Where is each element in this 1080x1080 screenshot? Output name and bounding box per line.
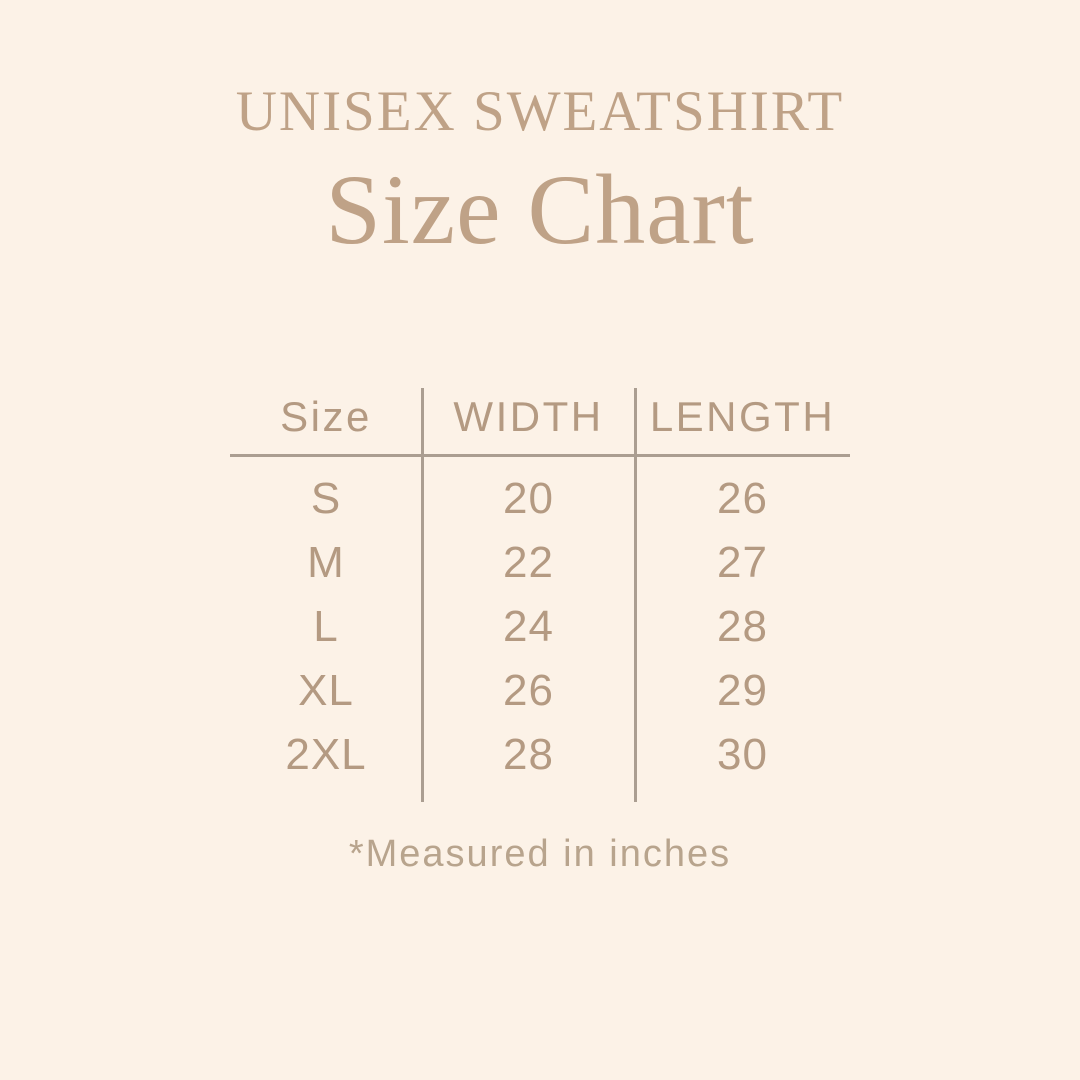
size-table: Size WIDTH LENGTH S 20 26 M 22 27 L 24 2… <box>230 388 850 802</box>
table-row: L 24 28 <box>230 595 850 659</box>
header-cell-width: WIDTH <box>453 393 604 440</box>
size-chart-page: UNISEX SWEATSHIRT Size Chart Size WIDTH … <box>0 82 1080 874</box>
table-row: XL 26 29 <box>230 659 850 723</box>
size-label: S <box>310 474 342 523</box>
length-value: 29 <box>717 666 768 715</box>
product-title: UNISEX SWEATSHIRT <box>235 80 845 143</box>
size-label: M <box>307 538 345 587</box>
width-value: 28 <box>503 730 554 779</box>
page-title: Size Chart <box>325 154 755 265</box>
length-value: 30 <box>717 730 768 779</box>
width-value: 22 <box>503 538 554 587</box>
size-label: L <box>313 602 339 651</box>
measurement-note: *Measured in inches <box>348 833 732 875</box>
size-label: XL <box>298 666 354 715</box>
width-value: 26 <box>503 666 554 715</box>
column-divider-2 <box>634 388 637 802</box>
header-divider <box>230 454 850 457</box>
size-label: 2XL <box>285 730 367 779</box>
width-value: 24 <box>503 602 554 651</box>
table-row: S 20 26 <box>230 467 850 531</box>
table-row: M 22 27 <box>230 531 850 595</box>
length-value: 26 <box>717 474 768 523</box>
table-body: S 20 26 M 22 27 L 24 28 XL 26 29 2XL 28 <box>230 454 850 787</box>
length-value: 27 <box>717 538 768 587</box>
length-value: 28 <box>717 602 768 651</box>
table-row: 2XL 28 30 <box>230 723 850 787</box>
column-divider-1 <box>421 388 424 802</box>
header-cell-length: LENGTH <box>649 393 836 440</box>
width-value: 20 <box>503 474 554 523</box>
table-header-row: Size WIDTH LENGTH <box>230 388 850 454</box>
header-cell-size: Size <box>280 393 372 440</box>
